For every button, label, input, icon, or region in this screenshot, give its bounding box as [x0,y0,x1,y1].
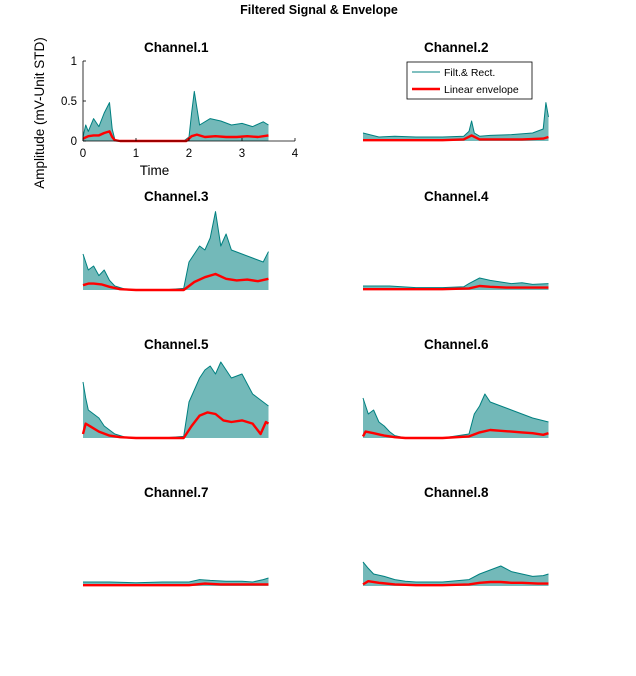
panel-title: Channel.7 [144,485,209,500]
panel-title: Channel.4 [424,189,489,204]
series-filtered-line [83,577,269,584]
panel-channel-6: Channel.6 [361,337,549,440]
y-axis-label: Amplitude (mV-Unit STD) [32,37,47,189]
panel-channel-3: Channel.3 [82,189,269,292]
panel-channel-7: Channel.7 [83,485,269,587]
series-filtered-fill [363,394,549,438]
panel-channel-5: Channel.5 [81,337,270,440]
x-tick-label: 1 [133,148,139,160]
series-filtered-line [363,277,549,289]
series-envelope-line [82,272,269,292]
legend-label-filtered: Filt.& Rect. [444,67,495,79]
panel-title: Channel.5 [144,337,209,352]
series-envelope-line [81,411,270,440]
series-filtered-fill [83,211,269,290]
x-tick-label: 4 [292,148,299,160]
panel-title: Channel.1 [144,40,209,55]
series-envelope-line [361,428,549,440]
y-tick-label: 0.5 [61,96,77,108]
panel-channel-8: Channel.8 [362,485,549,587]
x-tick-label: 2 [186,148,192,160]
series-envelope-line [362,580,549,587]
series-envelope-line [363,134,549,142]
series-envelope-line [83,582,269,587]
panel-title: Channel.3 [144,189,209,204]
y-tick-label: 0 [71,136,77,148]
series-filtered-line [82,211,269,291]
series-filtered-line [362,561,549,583]
series-filtered-fill [83,91,269,141]
panel-title: Channel.6 [424,337,489,352]
x-axis-label: Time [140,163,170,178]
x-tick-label: 3 [239,148,245,160]
panel-channel-2: Channel.2 [362,40,549,142]
panel-title: Channel.8 [424,485,489,500]
series-filtered-fill [363,562,549,586]
series-envelope-line [363,284,549,291]
figure-title: Filtered Signal & Envelope [240,3,398,17]
y-tick-label: 1 [71,56,77,68]
legend-label-envelope: Linear envelope [444,84,519,96]
panel-title: Channel.2 [424,40,489,55]
x-tick-label: 0 [80,148,86,160]
panel-channel-4: Channel.4 [363,189,549,291]
legend-box [406,61,533,100]
legend: Filt.& Rect. Linear envelope [406,61,533,100]
series-filtered-line [82,361,269,439]
series-filtered-line [362,102,549,138]
